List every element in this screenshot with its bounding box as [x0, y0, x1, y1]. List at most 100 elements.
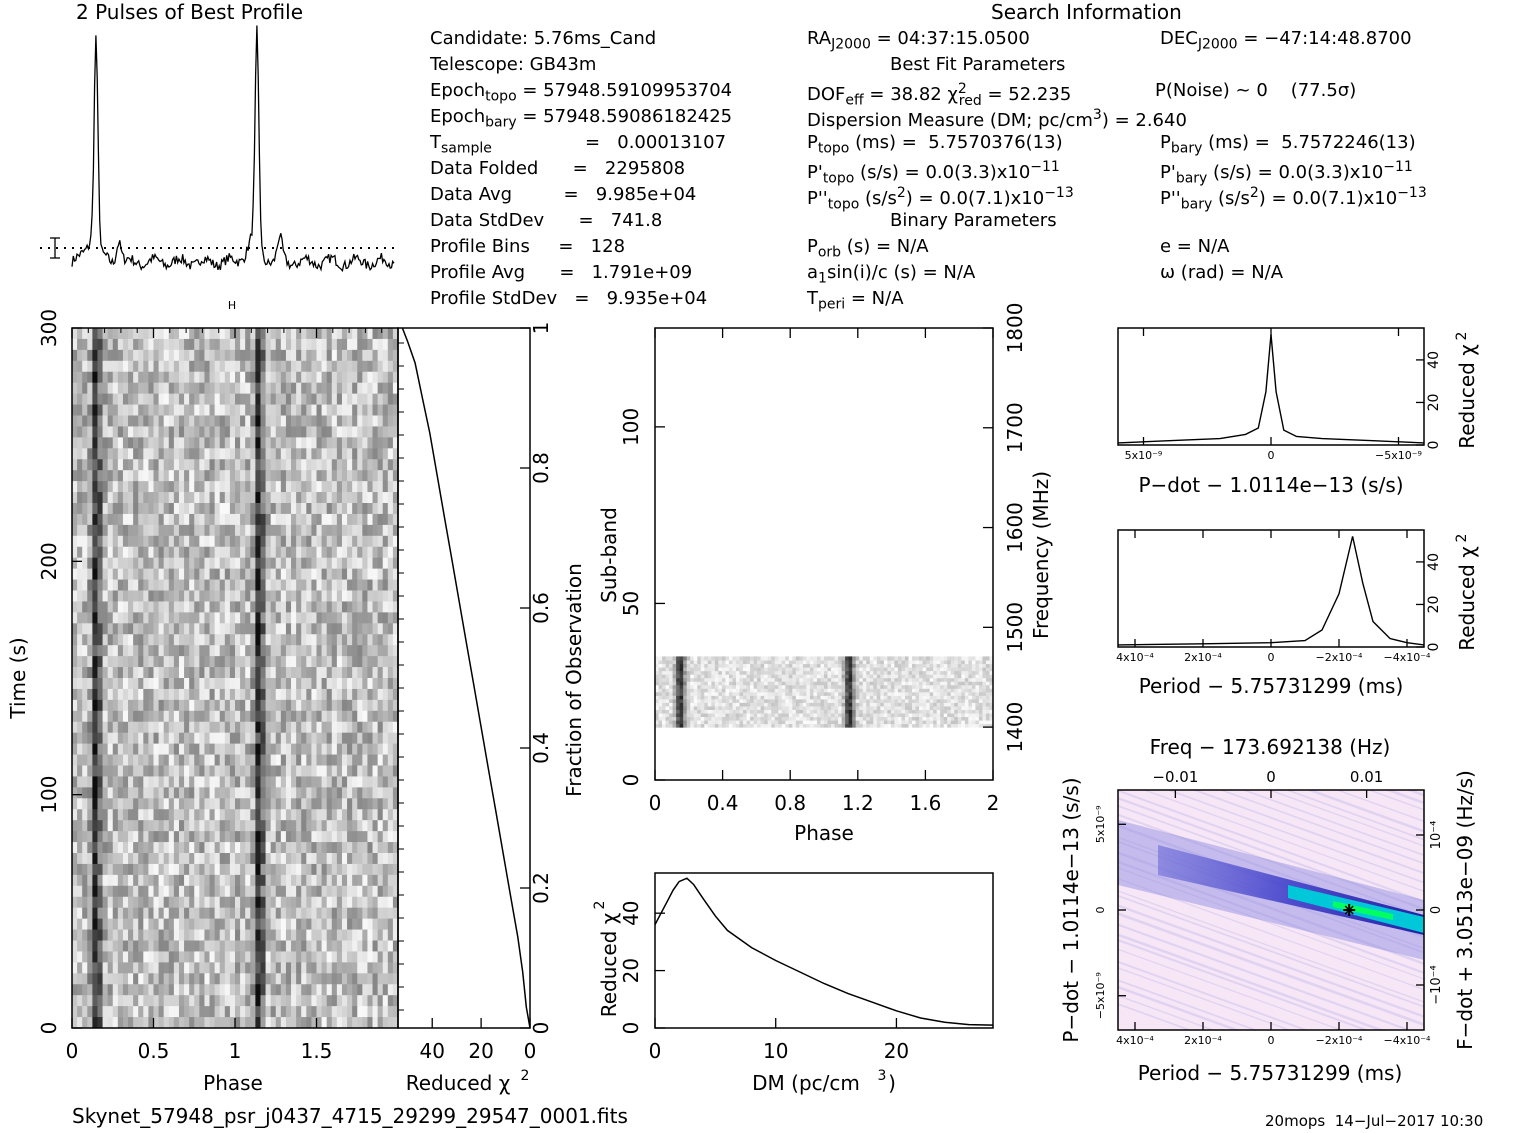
time-phase-cell — [92, 929, 99, 942]
time-phase-cell — [133, 995, 139, 1007]
time-phase-cell — [235, 721, 241, 734]
time-phase-cell — [122, 721, 129, 734]
subband-cell — [721, 723, 727, 728]
time-phase-cell — [158, 503, 165, 515]
time-phase-cell — [82, 973, 88, 985]
time-phase-cell — [255, 754, 262, 767]
subband-cell — [739, 705, 744, 710]
time-phase-cell — [189, 415, 195, 428]
time-phase-cell — [209, 798, 216, 810]
time-phase-cell — [245, 568, 251, 581]
time-phase-cell — [82, 371, 88, 384]
time-phase-cell — [235, 601, 241, 613]
time-phase-cell — [352, 601, 358, 613]
time-phase-cell — [235, 831, 241, 843]
subband-cell — [989, 712, 993, 718]
time-phase-cell — [107, 798, 114, 810]
time-phase-cell — [240, 634, 246, 646]
time-phase-cell — [255, 951, 262, 963]
time-phase-cell — [219, 492, 226, 504]
subband-cell — [880, 702, 885, 707]
time-phase-cell — [72, 667, 78, 679]
time-phase-cell — [92, 328, 99, 340]
time-phase-cell — [285, 688, 292, 701]
time-phase-cell — [387, 568, 394, 581]
time-phase-cell — [245, 437, 251, 449]
time-phase-cell — [133, 940, 139, 953]
time-phase-cell — [387, 404, 394, 417]
time-phase-cell — [362, 951, 369, 963]
time-phase-cell — [265, 634, 272, 646]
time-phase-cell — [97, 426, 104, 438]
time-phase-cell — [82, 820, 88, 832]
subband-cell — [922, 719, 927, 725]
subband-cell — [732, 719, 737, 725]
time-phase-cell — [250, 754, 256, 767]
time-phase-cell — [306, 634, 312, 646]
time-phase-cell — [97, 809, 104, 821]
subband-cell — [848, 719, 853, 725]
time-phase-cell — [184, 984, 190, 996]
subband-cell — [795, 723, 800, 728]
time-phase-cell — [285, 634, 292, 646]
time-phase-cell — [260, 962, 267, 974]
time-phase-cell — [77, 820, 83, 832]
time-phase-cell — [291, 623, 297, 635]
time-phase-cell — [229, 557, 236, 570]
time-phase-cell — [280, 393, 287, 406]
time-phase-cell — [184, 656, 190, 668]
time-phase-cell — [168, 765, 175, 778]
subband-cell — [971, 716, 976, 721]
time-phase-cell — [275, 688, 282, 701]
time-phase-cell — [117, 776, 124, 788]
time-phase-cell — [204, 371, 211, 384]
time-phase-cell — [275, 546, 282, 559]
time-phase-cell — [377, 863, 384, 876]
time-phase-cell — [326, 568, 333, 581]
time-phase-cell — [153, 656, 160, 668]
time-phase-cell — [352, 546, 358, 559]
time-phase-cell — [224, 382, 231, 395]
time-phase-cell — [82, 437, 88, 449]
time-phase-cell — [357, 667, 363, 679]
time-phase-cell — [117, 448, 124, 460]
time-phase-cell — [372, 492, 379, 504]
time-phase-cell — [178, 940, 185, 953]
time-phase-cell — [387, 535, 394, 548]
time-phase-cell — [387, 765, 394, 778]
time-phase-cell — [392, 557, 398, 570]
time-phase-cell — [133, 809, 139, 821]
time-phase-cell — [229, 853, 236, 865]
subband-cell — [883, 702, 888, 707]
time-phase-cell — [326, 371, 333, 384]
time-phase-cell — [87, 535, 93, 548]
time-phase-cell — [77, 513, 83, 526]
time-phase-cell — [122, 426, 129, 438]
time-phase-cell — [321, 743, 328, 756]
subband-cell — [873, 709, 878, 714]
time-phase-cell — [87, 688, 93, 701]
time-phase-cell — [357, 568, 363, 581]
time-phase-cell — [245, 710, 251, 723]
time-phase-cell — [392, 623, 398, 635]
time-phase-cell — [153, 831, 160, 843]
subband-cell — [933, 716, 938, 721]
time-phase-cell — [270, 667, 277, 679]
time-phase-cell — [143, 623, 149, 635]
time-phase-cell — [235, 590, 241, 603]
time-phase-cell — [336, 1006, 343, 1018]
time-phase-cell — [372, 885, 379, 898]
time-phase-cell — [306, 535, 312, 548]
time-phase-cell — [311, 688, 318, 701]
time-phase-cell — [219, 437, 226, 449]
time-phase-cell — [199, 328, 206, 340]
time-phase-cell — [362, 984, 369, 996]
time-phase-cell — [357, 863, 363, 876]
time-phase-cell — [133, 656, 139, 668]
time-phase-cell — [219, 590, 226, 603]
time-phase-cell — [214, 459, 221, 471]
time-phase-cell — [270, 853, 277, 865]
time-phase-cell — [316, 940, 323, 953]
time-phase-cell — [311, 885, 318, 898]
time-phase-cell — [331, 776, 338, 788]
